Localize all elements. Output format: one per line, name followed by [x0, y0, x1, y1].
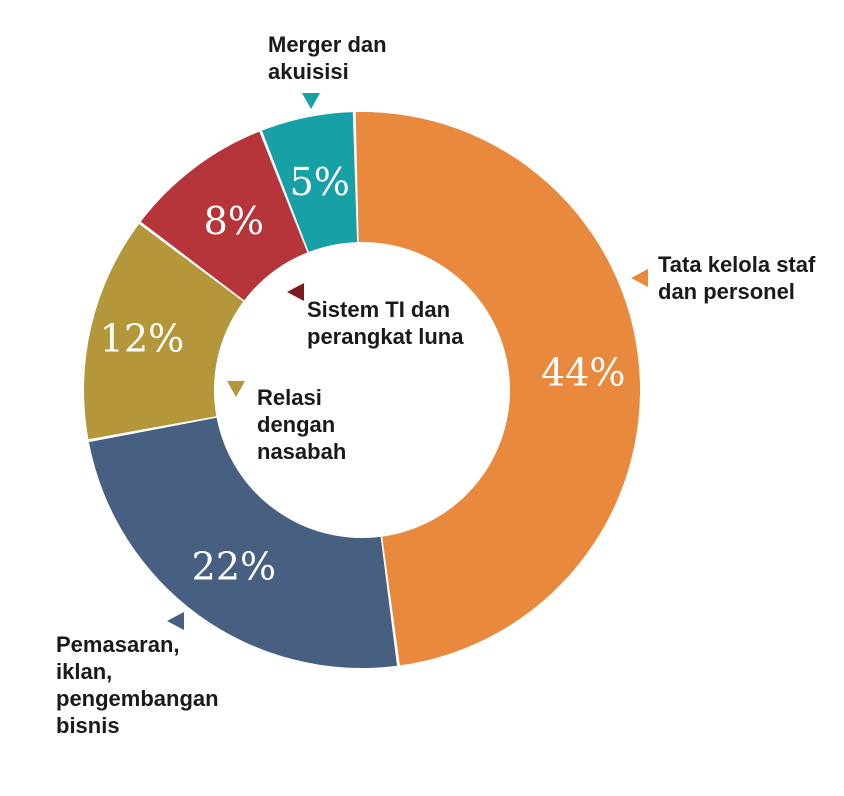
category-label-merger-dan-akuisisi: Merger dan akuisisi [268, 32, 387, 84]
chart-slices [83, 112, 641, 668]
marker-merger-dan-akuisisi [302, 93, 320, 109]
slice-merger-dan-akuisisi [262, 112, 358, 252]
category-label-line: Tata kelola staf [658, 252, 816, 277]
chart-percent-labels: 44% 22% 12% 8% 5% [100, 160, 626, 588]
category-label-sistem-ti-dan-perangkat-luna: Sistem TI dan perangkat luna [307, 297, 464, 349]
slice-pemasaran-iklan-pengembangan-bisnis [88, 417, 398, 668]
marker-pemasaran-iklan-pengembangan-bisnis [167, 612, 184, 630]
category-label-line: Sistem TI dan [307, 297, 450, 322]
marker-tata-kelola-staf-dan-personel [631, 269, 648, 287]
category-label-line: bisnis [56, 713, 120, 738]
category-label-line: Pemasaran, [56, 632, 180, 657]
percent-label-tata-kelola-staf-dan-personel: 44% [541, 350, 625, 394]
slice-relasi-dengan-nasabah [83, 223, 244, 440]
category-label-pemasaran-iklan-pengembangan-bisnis: Pemasaran, iklan, pengembangan bisnis [56, 632, 219, 738]
category-label-line: iklan, [56, 659, 112, 684]
category-label-line: dan personel [658, 279, 795, 304]
category-label-relasi-dengan-nasabah: Relasi dengan nasabah [257, 385, 346, 464]
percent-label-pemasaran-iklan-pengembangan-bisnis: 22% [192, 544, 276, 588]
category-label-line: dengan [257, 412, 335, 437]
marker-relasi-dengan-nasabah [227, 381, 245, 397]
category-label-line: Relasi [257, 385, 322, 410]
slice-tata-kelola-staf-dan-personel [355, 112, 641, 666]
percent-label-sistem-ti-dan-perangkat-luna: 8% [204, 199, 264, 243]
percent-label-merger-dan-akuisisi: 5% [290, 160, 350, 204]
category-label-line: perangkat luna [307, 324, 464, 349]
marker-sistem-ti-dan-perangkat-luna [287, 283, 304, 301]
percent-label-relasi-dengan-nasabah: 12% [100, 316, 184, 360]
category-label-line: akuisisi [268, 59, 349, 84]
slice-sistem-ti-dan-perangkat-luna [140, 131, 308, 301]
chart-category-labels: Tata kelola staf dan personel Pemasaran, ik… [56, 32, 816, 738]
category-label-line: pengembangan [56, 686, 219, 711]
category-label-tata-kelola-staf-dan-personel: Tata kelola staf dan personel [658, 252, 816, 304]
category-label-line: Merger dan [268, 32, 387, 57]
category-label-line: nasabah [257, 439, 346, 464]
